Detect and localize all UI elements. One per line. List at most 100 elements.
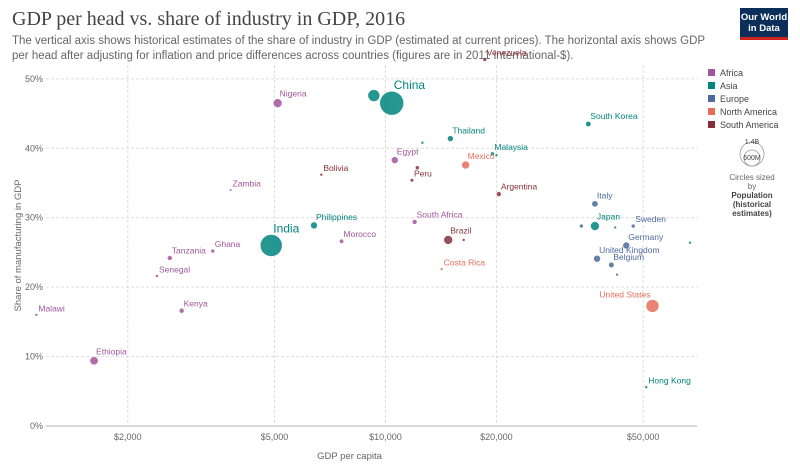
point-label-hong-kong: Hong Kong xyxy=(648,376,691,386)
point-label-nigeria: Nigeria xyxy=(280,89,307,99)
x-tick-label: $20,000 xyxy=(480,432,513,442)
point-thailand xyxy=(447,135,454,142)
point-label-argentina: Argentina xyxy=(501,182,538,192)
point-label-india: India xyxy=(273,222,299,236)
chart-title: GDP per head vs. share of industry in GD… xyxy=(12,8,406,30)
y-tick-label: 20% xyxy=(25,282,43,292)
legend-item-south-america[interactable]: South America xyxy=(708,118,794,131)
point-unlabeled xyxy=(688,240,692,245)
point-unlabeled xyxy=(414,165,420,171)
y-tick-label: 50% xyxy=(25,74,43,84)
point-zambia xyxy=(228,188,233,192)
point-india xyxy=(259,234,283,257)
point-label-mexico: Mexico xyxy=(468,151,495,161)
point-label-costa-rica: Costa Rica xyxy=(444,258,486,268)
point-peru xyxy=(409,178,415,183)
point-egypt xyxy=(390,156,399,164)
point-label-morocco: Morocco xyxy=(344,229,377,239)
legend-swatch-asia xyxy=(708,82,715,89)
legend-item-asia[interactable]: Asia xyxy=(708,79,794,92)
point-united-states xyxy=(645,299,660,313)
point-label-venezuela: Venezuela xyxy=(487,47,527,57)
size-legend-circles: 1.4B 600M xyxy=(739,139,765,167)
point-ethiopia xyxy=(89,356,99,366)
legend-item-africa[interactable]: Africa xyxy=(708,66,794,79)
point-malaysia xyxy=(490,151,495,157)
point-south-africa xyxy=(411,219,418,225)
point-venezuela xyxy=(482,57,488,62)
point-costa-rica xyxy=(439,267,444,271)
point-unlabeled xyxy=(615,272,619,277)
point-belgium xyxy=(608,261,615,269)
point-label-belgium: Belgium xyxy=(613,252,644,262)
x-tick-label: $5,000 xyxy=(261,432,289,442)
legend-label-north-america: North America xyxy=(720,106,778,117)
point-tanzania xyxy=(166,255,173,261)
legend-label-asia: Asia xyxy=(720,80,738,91)
point-sweden xyxy=(630,223,636,229)
point-label-malawi: Malawi xyxy=(38,303,65,313)
chart-subtitle: The vertical axis shows historical estim… xyxy=(12,35,705,62)
point-label-south-africa: South Africa xyxy=(417,209,463,219)
legend-item-north-america[interactable]: North America xyxy=(708,105,794,118)
point-italy xyxy=(591,200,599,208)
point-label-peru: Peru xyxy=(414,168,432,178)
point-label-philippines: Philippines xyxy=(316,212,357,222)
point-label-ethiopia: Ethiopia xyxy=(96,347,127,357)
y-tick-label: 0% xyxy=(30,421,43,431)
point-kenya xyxy=(178,307,185,314)
size-legend-caption: Circles sized by xyxy=(729,173,775,191)
size-legend-bold: Population (historical estimates) xyxy=(731,191,773,218)
point-bolivia xyxy=(319,172,324,177)
point-label-china: China xyxy=(394,78,426,92)
owid-logo[interactable]: Our World in Data xyxy=(740,8,788,40)
legend-label-africa: Africa xyxy=(720,67,744,78)
point-label-sweden: Sweden xyxy=(635,214,666,224)
logo-line2: in Data xyxy=(748,23,780,34)
logo-bar xyxy=(740,37,788,40)
point-unlabeled xyxy=(461,238,466,242)
point-china xyxy=(379,90,405,116)
point-mexico xyxy=(461,160,470,170)
size-legend-bottom: 600M xyxy=(743,155,761,162)
point-ghana xyxy=(210,248,216,254)
point-brazil xyxy=(443,235,454,245)
point-label-tanzania: Tanzania xyxy=(172,245,206,255)
legend-item-europe[interactable]: Europe xyxy=(708,92,794,105)
point-unlabeled xyxy=(579,223,584,229)
point-morocco xyxy=(339,238,345,244)
legend-swatch-south-america xyxy=(708,121,715,128)
logo-line1: Our World xyxy=(740,12,788,23)
point-japan xyxy=(590,221,600,231)
point-label-south-korea: South Korea xyxy=(590,111,638,121)
size-legend-top: 1.4B xyxy=(745,139,760,146)
point-unlabeled xyxy=(367,89,381,102)
point-label-italy: Italy xyxy=(597,191,613,201)
point-label-bolivia: Bolivia xyxy=(323,163,348,173)
point-label-egypt: Egypt xyxy=(397,147,419,157)
point-label-kenya: Kenya xyxy=(184,298,208,308)
legend-label-south-america: South America xyxy=(720,119,779,130)
point-united-kingdom xyxy=(593,254,601,263)
point-label-united-kingdom: United Kingdom xyxy=(599,245,659,255)
y-tick-label: 30% xyxy=(25,213,43,223)
point-label-germany: Germany xyxy=(628,232,664,242)
point-germany xyxy=(622,241,631,250)
x-tick-label: $2,000 xyxy=(114,432,142,442)
point-senegal xyxy=(155,274,159,278)
point-unlabeled xyxy=(494,153,499,158)
point-nigeria xyxy=(272,98,283,108)
legend-swatch-africa xyxy=(708,69,715,76)
point-label-brazil: Brazil xyxy=(450,225,471,235)
x-tick-label: $10,000 xyxy=(369,432,402,442)
legend-swatch-north-america xyxy=(708,108,715,115)
point-label-zambia: Zambia xyxy=(233,179,262,189)
point-malawi xyxy=(34,313,39,317)
size-legend: 1.4B 600M Circles sized by Population (h… xyxy=(728,137,776,218)
region-legend: Africa Asia Europe North America South A… xyxy=(708,66,794,131)
point-hong-kong xyxy=(644,385,649,389)
point-label-united-states: United States xyxy=(599,289,650,299)
y-axis-title: Share of manufacturing in GDP xyxy=(13,179,24,311)
x-axis-title: GDP per capita xyxy=(317,451,382,462)
